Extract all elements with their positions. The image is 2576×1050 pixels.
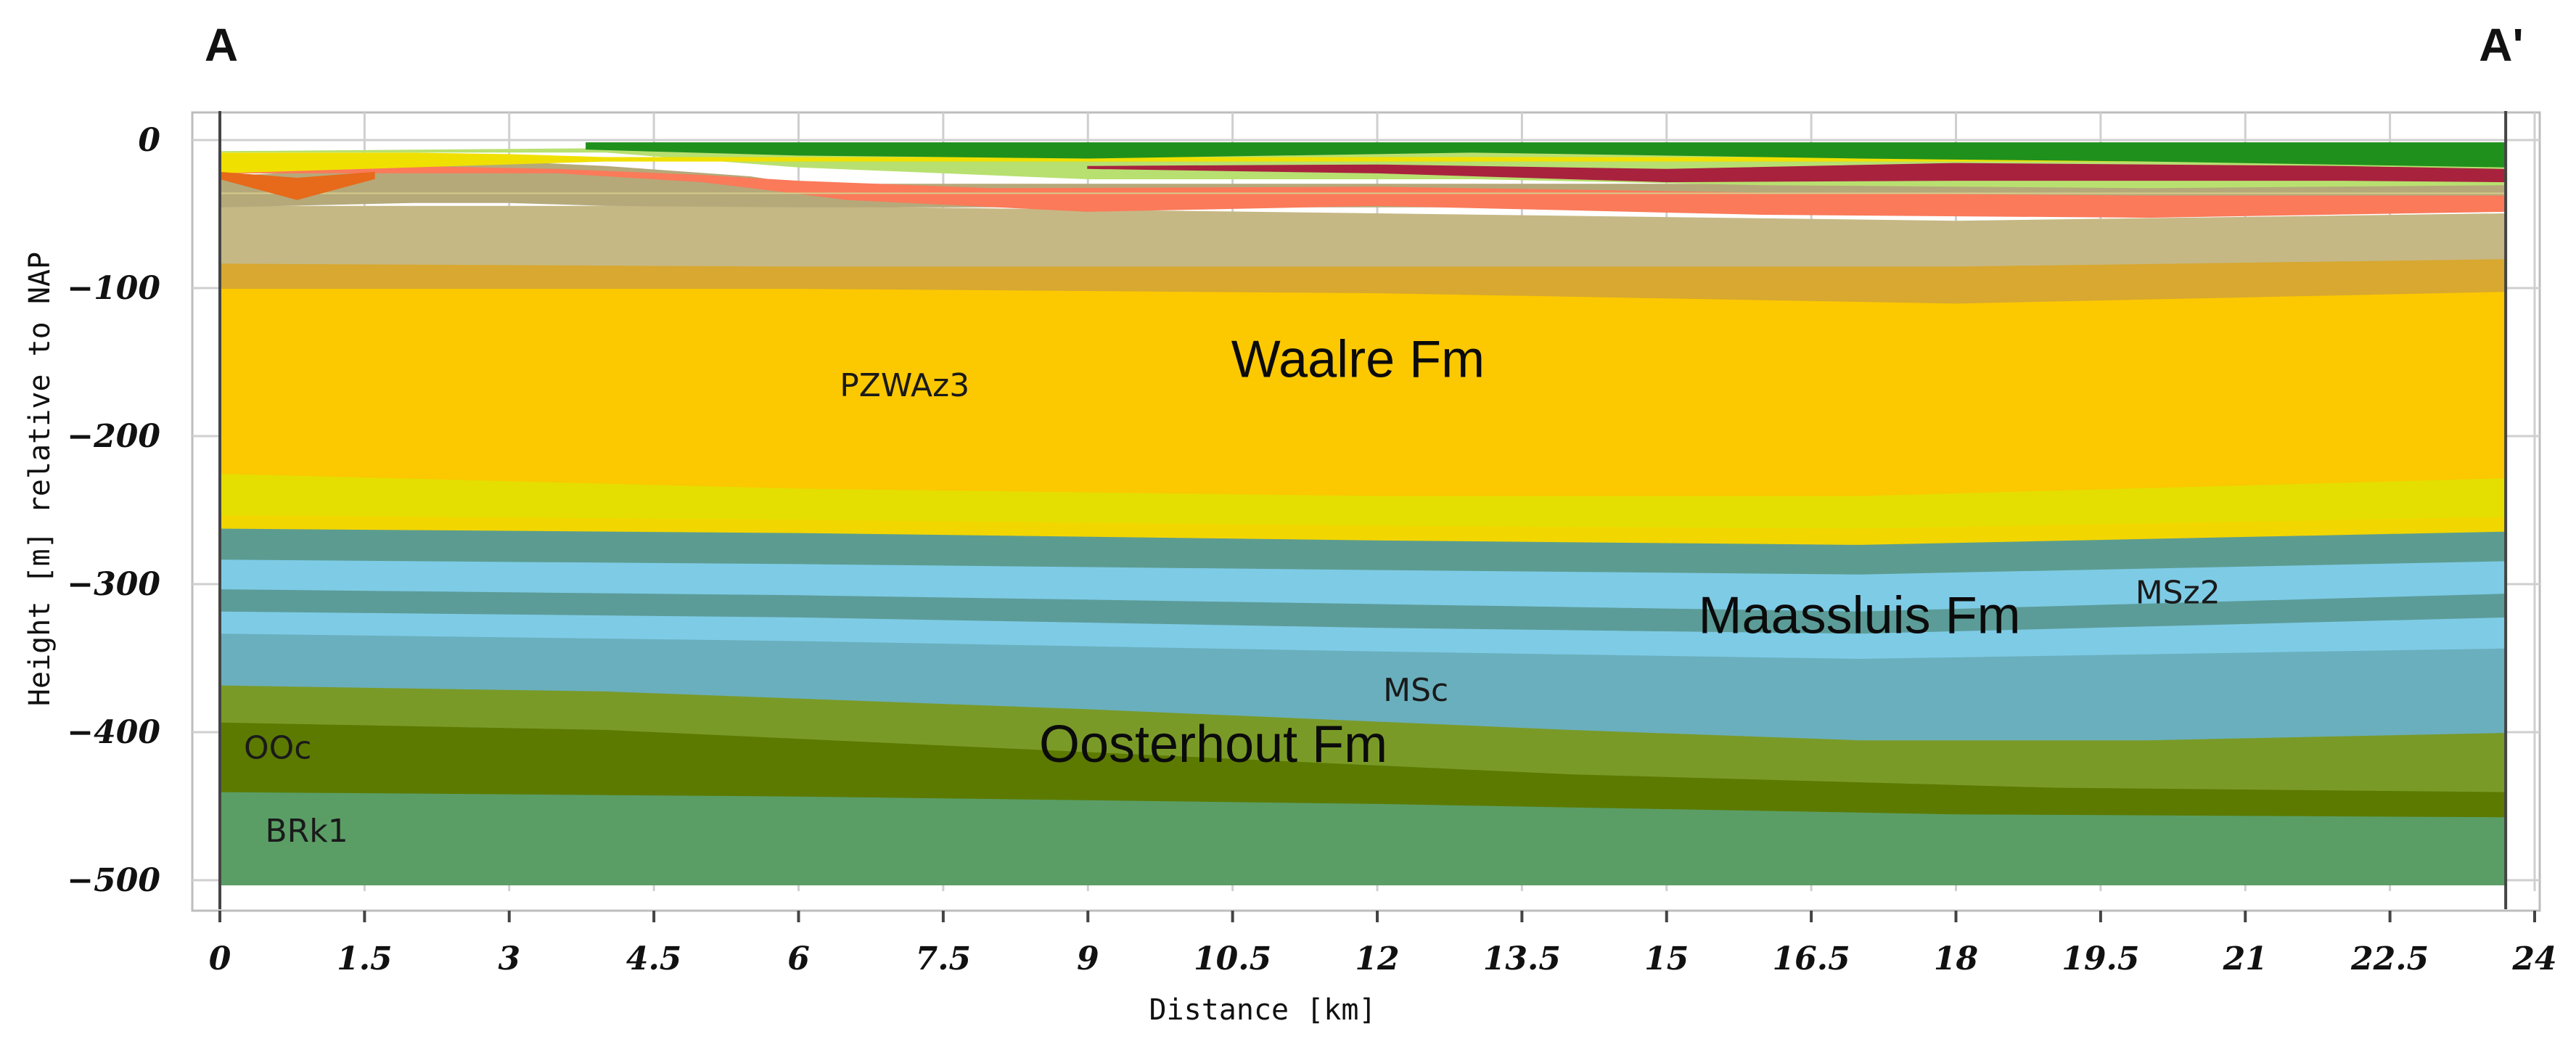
section-start-label: A [205,19,238,71]
x-tick-label: 15 [1644,940,1689,977]
formation-label: Maassluis Fm [1699,586,2021,644]
y-tick-label: −200 [67,418,160,455]
x-tick-label: 24 [2511,940,2556,977]
formation-label: Waalre Fm [1231,330,1485,388]
x-tick-label: 6 [787,940,810,977]
y-axis-title: Height [m] relative to NAP [23,252,57,706]
unit-code-label: MSc [1383,672,1448,709]
unit-code-label: PZWAz3 [840,367,969,404]
plot-frame [191,111,2541,912]
x-tick-label: 13.5 [1483,940,1561,977]
unit-code-label: MSz2 [2136,575,2220,612]
x-tick-label: 9 [1077,940,1099,977]
x-tick-label: 16.5 [1773,940,1850,977]
geological-layers [219,142,2507,886]
x-tick-label: 10.5 [1194,940,1271,977]
y-tick-label: −400 [67,714,160,751]
formation-label: Oosterhout Fm [1039,715,1387,774]
y-tick-label: −500 [67,862,160,899]
x-tick-label: 12 [1355,940,1399,977]
axes: 0 1.5 3 4.5 6 7.5 9 10.5 12 13.5 15 16.5 18 19.5 21 22.… [67,122,2556,977]
x-tick-label: 22.5 [2350,940,2429,977]
x-tick-label: 18 [1934,940,1978,977]
x-tick-label: 1.5 [337,940,393,977]
section-edges [218,111,2508,909]
x-tick-label: 19.5 [2062,940,2139,977]
unit-labels: Waalre Fm Maassluis Fm Oosterhout Fm PZWAz3… [244,330,2220,850]
unit-code-label: OOc [244,730,311,767]
x-tick-label: 4.5 [626,940,682,977]
unit-code-label: BRk1 [266,813,348,850]
y-tick-label: 0 [138,122,160,159]
layer-polygon [586,142,2507,168]
x-axis-title: Distance [km] [1149,993,1376,1027]
y-tick-label: −100 [67,270,160,307]
x-tick-label: 7.5 [916,940,972,977]
x-tick-label: 21 [2223,940,2268,977]
layer-polygon [219,287,2507,496]
x-tick-label: 0 [209,940,231,977]
y-tick-label: −300 [67,566,160,603]
section-end-label: A' [2479,19,2523,71]
x-tick-label: 3 [498,940,520,977]
